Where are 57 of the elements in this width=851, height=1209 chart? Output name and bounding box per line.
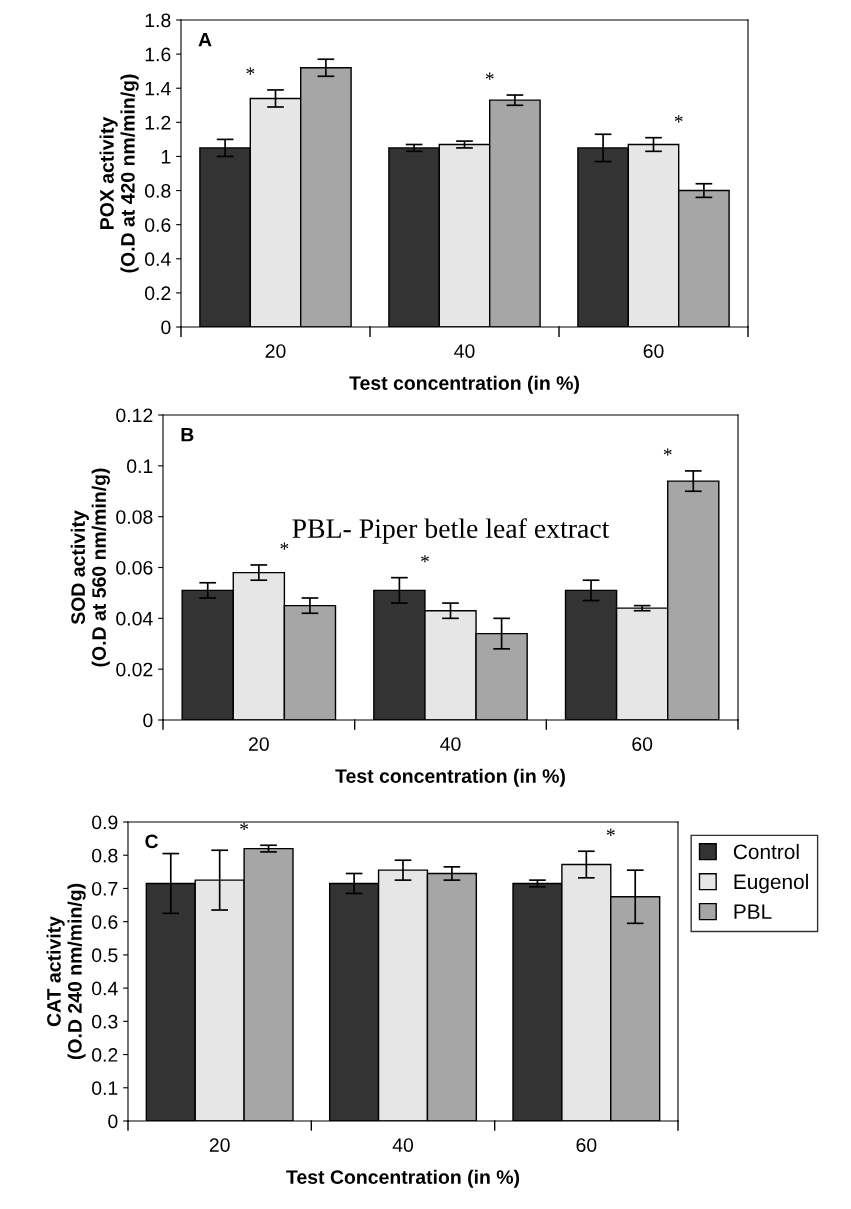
x-tick-label: 60 bbox=[632, 737, 653, 751]
x-tick-label: 20 bbox=[249, 737, 269, 751]
y-tick-label: 0 bbox=[143, 713, 153, 728]
y-tick-label: 0.8 bbox=[92, 848, 118, 863]
y-tick-label: 0.5 bbox=[92, 948, 118, 963]
y-tick-label: 0.3 bbox=[92, 1014, 118, 1029]
y-tick-label: 0.4 bbox=[145, 252, 171, 267]
y-tick-label: 0.8 bbox=[145, 184, 171, 198]
y-tick-label: 1.6 bbox=[145, 47, 171, 62]
legend-label: PBL bbox=[734, 904, 772, 919]
x-tick-label: 20 bbox=[209, 1138, 230, 1152]
y-tick-label: 0.1 bbox=[127, 459, 153, 474]
y-tick-label: 0.1 bbox=[92, 1081, 118, 1096]
y-tick-label: 0.12 bbox=[116, 408, 153, 423]
x-tick-label: 20 bbox=[265, 344, 286, 358]
y-tick-label: 1.2 bbox=[145, 115, 171, 130]
legend-label: Control bbox=[733, 843, 799, 860]
x-tick-label: 40 bbox=[392, 1138, 414, 1152]
annotation: * bbox=[280, 542, 289, 550]
annotation: PBL- Piper betle leaf extract bbox=[292, 518, 610, 544]
x-tick-label: 40 bbox=[454, 344, 475, 358]
y-axis-title: SOD activity (O.D at 560 nm/min/g) bbox=[70, 468, 110, 667]
y-tick-label: 0.2 bbox=[145, 286, 171, 301]
y-tick-label: 1 bbox=[161, 150, 171, 164]
annotation: * bbox=[606, 828, 615, 836]
y-tick-label: 0.06 bbox=[116, 560, 153, 575]
y-tick-label: 0.02 bbox=[116, 662, 153, 677]
x-tick-label: 60 bbox=[643, 344, 664, 358]
y-tick-label: 0.6 bbox=[92, 915, 118, 929]
y-axis-title: POX activity (O.D at 420 nm/min/g) bbox=[99, 74, 139, 273]
annotation: * bbox=[674, 115, 683, 123]
y-tick-label: 0.6 bbox=[145, 218, 171, 232]
annotation: B bbox=[181, 427, 194, 442]
y-tick-label: 1.8 bbox=[145, 13, 171, 28]
y-tick-label: 0.2 bbox=[92, 1048, 118, 1062]
y-tick-label: 0.4 bbox=[92, 981, 118, 996]
x-axis-title: Test concentration (in %) bbox=[335, 768, 565, 787]
y-tick-label: 0 bbox=[161, 320, 171, 335]
annotation: * bbox=[485, 72, 494, 80]
x-axis-title: Test Concentration (in %) bbox=[286, 1169, 520, 1188]
y-tick-label: 0.08 bbox=[116, 510, 153, 524]
annotation: * bbox=[663, 448, 672, 456]
x-axis-title: Test concentration (in %) bbox=[349, 375, 579, 394]
annotation: * bbox=[246, 67, 255, 75]
y-tick-label: 0.7 bbox=[92, 881, 118, 896]
y-tick-label: 0.04 bbox=[116, 611, 153, 626]
y-axis-title: CAT activity (O.D 240 nm/min/g) bbox=[46, 883, 86, 1060]
annotation: C bbox=[145, 834, 159, 849]
legend-label: Eugenol bbox=[734, 873, 808, 894]
annotation: A bbox=[198, 32, 212, 47]
y-tick-label: 0 bbox=[108, 1114, 118, 1129]
x-tick-label: 60 bbox=[576, 1138, 597, 1152]
x-tick-label: 40 bbox=[440, 737, 461, 751]
annotation: * bbox=[240, 822, 249, 830]
y-tick-label: 1.4 bbox=[145, 81, 171, 96]
annotation: * bbox=[421, 555, 429, 563]
y-tick-label: 0.9 bbox=[92, 815, 118, 830]
